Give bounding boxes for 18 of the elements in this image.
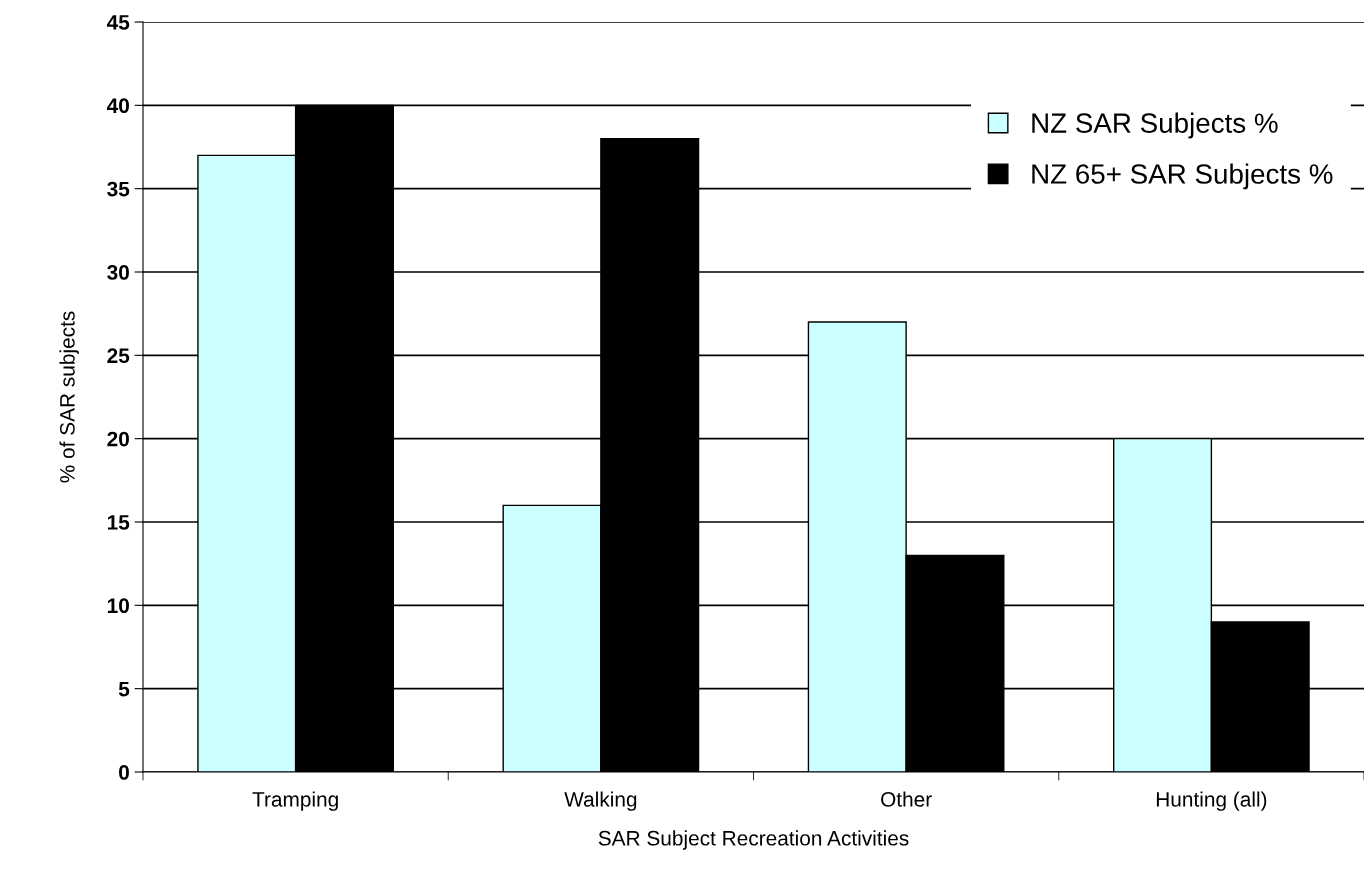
x-tick-label: Tramping [252,791,338,811]
y-tick-label: 5 [118,681,130,697]
y-tick-label: 30 [107,265,129,280]
x-axis-title: SAR Subject Recreation Activities [598,830,909,850]
y-tick-label: 40 [106,98,129,114]
x-tick-label: Walking [564,791,637,811]
y-tick-label: 25 [107,348,130,364]
y-tick-label: 35 [107,181,130,197]
x-tick-label: Other [881,791,932,807]
y-tick-label: 20 [107,431,129,447]
y-tick-label: 15 [107,515,130,530]
y-tick-label: 0 [119,765,129,780]
x-tick-label: Hunting (all) [1156,791,1267,811]
y-tick-label: 45 [106,15,130,30]
legend-label: NZ SAR Subjects % [1032,112,1278,139]
legend-label: NZ 65+ SAR Subjects % [1032,163,1333,190]
y-axis-title: % of SAR subjects [59,311,79,483]
y-tick-label: 10 [107,598,129,614]
